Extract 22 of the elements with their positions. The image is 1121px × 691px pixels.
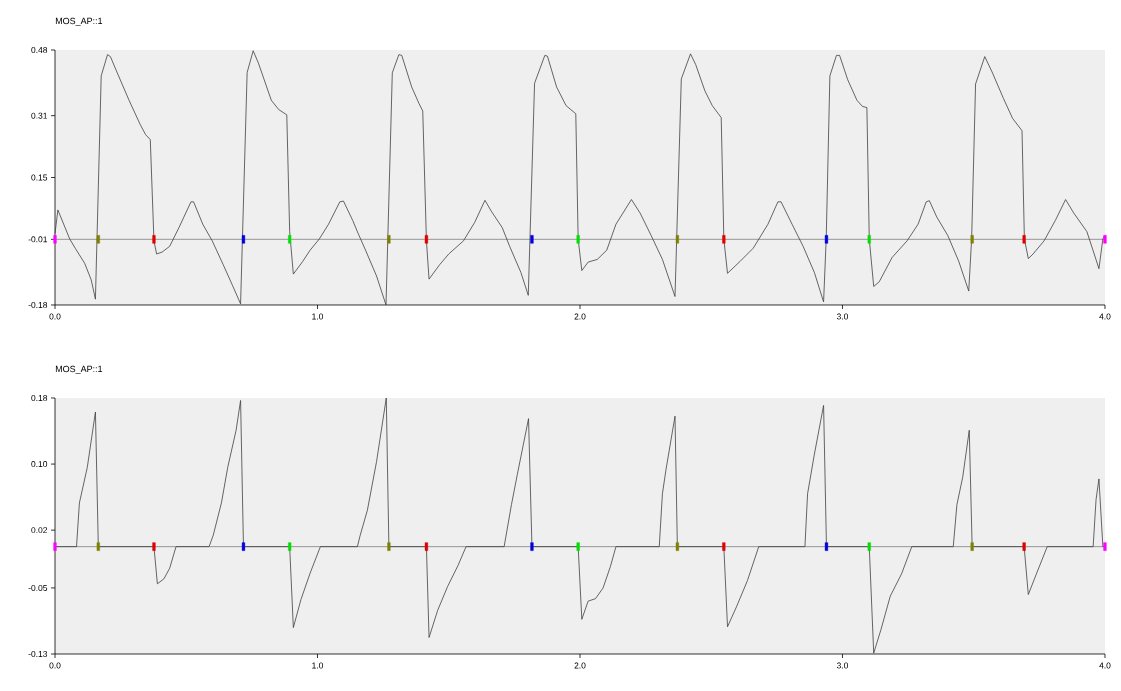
y-tick-label: 0.15 — [31, 174, 48, 181]
x-tick-label: 0.0 — [49, 662, 61, 669]
x-tick-label: 2.0 — [574, 662, 586, 669]
y-tick-label: 0.02 — [31, 527, 48, 534]
y-tick-label: -0.01 — [28, 236, 48, 243]
x-tick-label: 0.0 — [49, 313, 61, 320]
y-tick-label: 0.18 — [31, 395, 48, 401]
chart-title: MOS_AP::1 — [55, 365, 103, 374]
x-tick-label: 1.0 — [312, 662, 324, 669]
y-tick-label: -0.18 — [28, 302, 48, 308]
y-tick-label: -0.13 — [28, 651, 48, 657]
x-tick-label: 1.0 — [312, 313, 324, 320]
x-tick-label: 4.0 — [1099, 662, 1111, 669]
y-tick-label: -0.05 — [28, 584, 48, 591]
x-tick-label: 4.0 — [1099, 313, 1111, 320]
x-tick-label: 3.0 — [836, 662, 849, 669]
y-tick-label: 0.31 — [31, 112, 48, 119]
y-tick-label: 0.10 — [31, 461, 48, 468]
x-tick-label: 2.0 — [574, 313, 586, 320]
y-tick-label: 0.48 — [31, 47, 48, 53]
x-tick-label: 3.0 — [836, 313, 849, 320]
chart-title: MOS_AP::1 — [55, 17, 103, 26]
